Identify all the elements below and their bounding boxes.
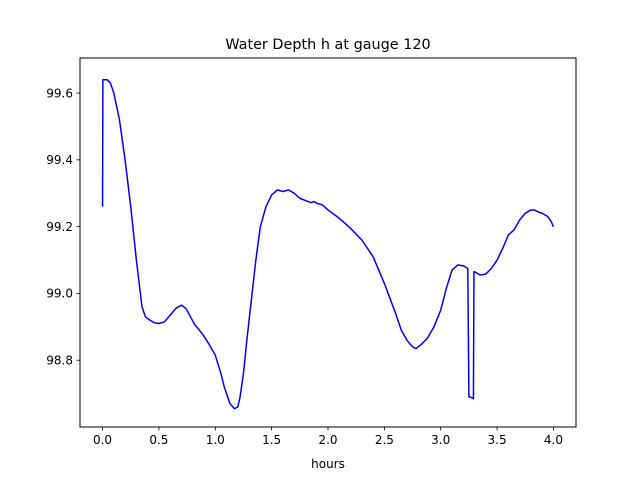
series-layer: [101, 78, 555, 410]
y-tick-label: 99.6: [46, 86, 73, 100]
x-tick-label: 4.0: [544, 433, 563, 447]
x-tick-label: 1.0: [206, 433, 225, 447]
y-tick-label: 99.2: [46, 220, 73, 234]
x-tick-label: 2.5: [375, 433, 394, 447]
x-tick-label: 2.0: [318, 433, 337, 447]
y-axis: 98.8 99.0 99.2 99.4 99.6: [46, 86, 80, 368]
y-tick-label: 99.4: [46, 153, 73, 167]
axes-background: [80, 58, 576, 427]
x-tick-label: 3.0: [431, 433, 450, 447]
y-tick-label: 99.0: [46, 287, 73, 301]
x-tick-label: 1.5: [262, 433, 281, 447]
x-axis-label: hours: [311, 457, 345, 471]
chart-title: Water Depth h at gauge 120: [225, 37, 430, 53]
y-tick-label: 98.8: [46, 354, 73, 368]
series-line-0: [101, 78, 555, 410]
x-tick-label: 3.5: [488, 433, 507, 447]
x-axis: 0.0 0.5 1.0 1.5 2.0 2.5 3.0 3.5 4.0: [93, 427, 563, 447]
plot-area: [79, 57, 577, 428]
x-tick-label: 0.5: [149, 433, 168, 447]
x-tick-label: 0.0: [93, 433, 112, 447]
